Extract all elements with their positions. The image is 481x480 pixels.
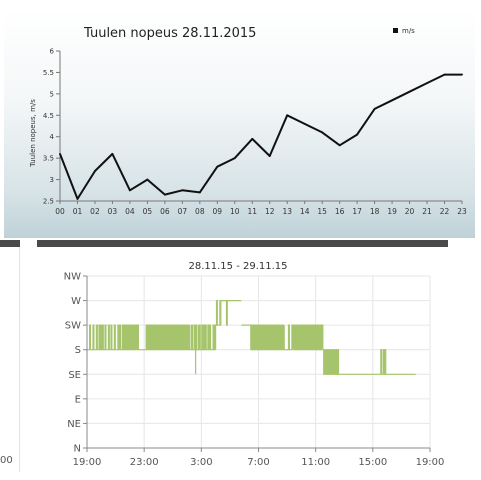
speed-point bbox=[426, 82, 428, 85]
y-tick-label: NE bbox=[67, 419, 81, 430]
speed-point bbox=[373, 107, 376, 110]
x-tick-label: 16 bbox=[335, 207, 345, 216]
x-tick-label: 20 bbox=[405, 207, 415, 216]
x-tick-label: 14 bbox=[300, 207, 310, 216]
x-tick-label: 13 bbox=[282, 207, 292, 216]
x-tick-label: 3:00 bbox=[190, 457, 212, 468]
speed-point bbox=[111, 152, 114, 155]
y-tick-label: 3 bbox=[50, 176, 54, 184]
y-tick-label: E bbox=[75, 394, 81, 405]
speed-point bbox=[59, 152, 61, 155]
x-tick-label: 05 bbox=[143, 207, 153, 216]
y-tick-label: SE bbox=[68, 370, 81, 381]
y-tick-label: 4 bbox=[50, 133, 55, 141]
speed-point bbox=[251, 137, 254, 140]
x-tick-label: 07 bbox=[178, 207, 188, 216]
y-tick-label: S bbox=[75, 345, 81, 356]
x-tick-label: 10 bbox=[230, 207, 240, 216]
speed-point bbox=[233, 157, 236, 160]
x-tick-label: 01 bbox=[73, 207, 83, 216]
speed-point bbox=[461, 73, 463, 76]
speed-point bbox=[216, 165, 219, 168]
speed-point bbox=[76, 197, 79, 200]
speed-point bbox=[303, 122, 306, 125]
x-tick-label: 21 bbox=[422, 207, 432, 216]
x-tick-label: 23:00 bbox=[130, 457, 159, 468]
speed-point bbox=[443, 73, 446, 76]
y-tick-label: 5.5 bbox=[43, 69, 54, 77]
x-tick-label: 17 bbox=[352, 207, 362, 216]
chart-title: Tuulen nopeus 28.11.2015 bbox=[83, 26, 256, 41]
x-tick-label: 12 bbox=[265, 207, 275, 216]
x-tick-label: 15:00 bbox=[358, 457, 387, 468]
direction-chart-panel bbox=[37, 247, 448, 472]
speed-point bbox=[321, 131, 324, 134]
y-tick-label: NW bbox=[64, 272, 81, 283]
speed-point bbox=[286, 114, 289, 117]
y-tick-label: N bbox=[74, 444, 81, 455]
x-tick-label: 09 bbox=[213, 207, 223, 216]
speed-point bbox=[146, 178, 149, 181]
wind-direction-chart: 28.11.15 - 29.11.15 N NE E SE S SW W NW 19:00 23:… bbox=[64, 261, 445, 468]
x-tick-label: 18 bbox=[370, 207, 380, 216]
x-tick-label: 00 bbox=[55, 207, 65, 216]
left-panel-tick: 00 bbox=[0, 455, 13, 466]
legend-label: m/s bbox=[402, 27, 415, 35]
x-tick-label: 11 bbox=[247, 207, 257, 216]
left-panel-border bbox=[19, 247, 20, 472]
x-tick-label: 19:00 bbox=[73, 457, 102, 468]
x-tick-label: 19 bbox=[387, 207, 397, 216]
y-tick-label: 3.5 bbox=[43, 155, 54, 163]
x-tick-label: 22 bbox=[440, 207, 450, 216]
y-tick-label: 6 bbox=[50, 48, 55, 56]
y-tick-label: SW bbox=[65, 321, 81, 332]
left-panel-bar bbox=[0, 240, 20, 247]
speed-point bbox=[391, 99, 393, 102]
direction-series-line bbox=[87, 300, 416, 375]
x-tick-label: 19:00 bbox=[416, 457, 445, 468]
speed-point bbox=[338, 144, 341, 147]
speed-point bbox=[181, 189, 184, 192]
wind-speed-chart: Tuulen nopeus 28.11.2015 m/s Tuulen nope… bbox=[29, 26, 467, 216]
y-axis-label: Tuulen nopeus, m/s bbox=[29, 99, 37, 168]
speed-chart-panel bbox=[4, 8, 475, 238]
y-tick-label: W bbox=[71, 296, 81, 307]
speed-point bbox=[408, 90, 411, 93]
direction-panel-bar bbox=[37, 240, 448, 247]
speed-point bbox=[163, 193, 166, 196]
x-tick-label: 15 bbox=[317, 207, 327, 216]
x-tick-label: 23 bbox=[457, 207, 467, 216]
speed-point bbox=[198, 191, 201, 194]
direction-chart-title: 28.11.15 - 29.11.15 bbox=[188, 261, 287, 272]
left-panel bbox=[0, 247, 20, 472]
y-tick-label: 4.5 bbox=[43, 112, 54, 120]
speed-point bbox=[356, 133, 359, 136]
x-tick-label: 08 bbox=[195, 207, 205, 216]
x-tick-label: 02 bbox=[90, 207, 100, 216]
y-tick-label: 2.5 bbox=[43, 198, 54, 206]
x-tick-label: 04 bbox=[125, 207, 135, 216]
x-tick-label: 03 bbox=[108, 207, 118, 216]
speed-series-line bbox=[59, 73, 462, 200]
x-tick-label: 06 bbox=[160, 207, 170, 216]
x-tick-label: 11:00 bbox=[301, 457, 330, 468]
speed-point bbox=[129, 189, 131, 192]
speed-point bbox=[268, 155, 271, 157]
legend-swatch bbox=[393, 28, 398, 33]
y-tick-label: 5 bbox=[50, 90, 54, 98]
x-tick-label: 7:00 bbox=[247, 457, 269, 468]
speed-point bbox=[94, 170, 96, 172]
